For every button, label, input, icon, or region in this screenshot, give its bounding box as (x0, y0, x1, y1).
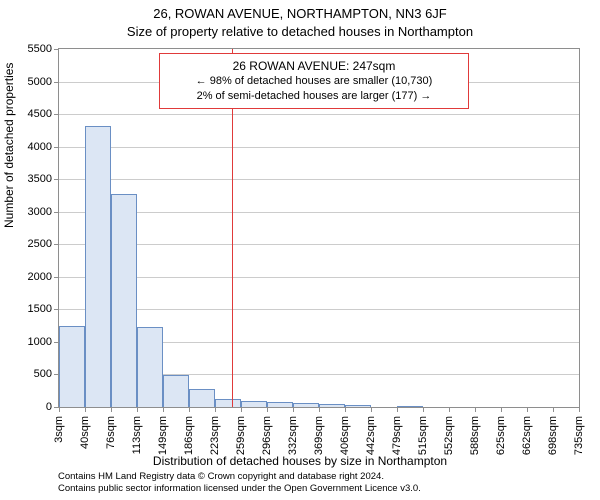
histogram-bar (189, 389, 215, 407)
y-tick-label: 2500 (8, 238, 52, 250)
x-tick-label: 259sqm (235, 416, 247, 455)
y-tick-label: 3000 (8, 206, 52, 218)
footer-line2: Contains public sector information licen… (58, 483, 421, 495)
histogram-bar (397, 406, 423, 407)
y-tick-label: 5500 (8, 43, 52, 55)
x-tick-label: 552sqm (443, 416, 455, 455)
plot-area: 26 ROWAN AVENUE: 247sqm ← 98% of detache… (58, 48, 580, 408)
chart-title-main: 26, ROWAN AVENUE, NORTHAMPTON, NN3 6JF (0, 6, 600, 21)
x-tick-label: 186sqm (183, 416, 195, 455)
x-tick-label: 3sqm (53, 416, 65, 443)
y-tick-label: 1000 (8, 336, 52, 348)
histogram-bar (59, 326, 85, 407)
footer-line1: Contains HM Land Registry data © Crown c… (58, 471, 421, 483)
x-tick-label: 588sqm (469, 416, 481, 455)
x-tick-label: 223sqm (209, 416, 221, 455)
chart-title-sub: Size of property relative to detached ho… (0, 24, 600, 39)
histogram-bar (163, 375, 189, 407)
x-tick-label: 369sqm (313, 416, 325, 455)
histogram-bar (137, 327, 163, 407)
histogram-bar (215, 399, 241, 407)
x-tick-label: 296sqm (261, 416, 273, 455)
histogram-bar (111, 194, 137, 407)
footer-attribution: Contains HM Land Registry data © Crown c… (58, 471, 421, 495)
x-tick-label: 515sqm (417, 416, 429, 455)
y-tick-label: 1500 (8, 303, 52, 315)
x-tick-label: 149sqm (157, 416, 169, 455)
y-tick-label: 4500 (8, 108, 52, 120)
chart-container: { "titles": { "main": "26, ROWAN AVENUE,… (0, 0, 600, 500)
annotation-title: 26 ROWAN AVENUE: 247sqm (168, 58, 460, 74)
x-tick-label: 76sqm (105, 416, 117, 449)
x-tick-label: 735sqm (573, 416, 585, 455)
y-tick-label: 2000 (8, 271, 52, 283)
x-tick-label: 662sqm (521, 416, 533, 455)
annotation-line1: ← 98% of detached houses are smaller (10… (168, 74, 460, 89)
histogram-bar (345, 405, 371, 407)
y-tick-label: 0 (8, 401, 52, 413)
y-tick-label: 500 (8, 368, 52, 380)
x-tick-label: 113sqm (131, 416, 143, 454)
x-axis-label: Distribution of detached houses by size … (0, 454, 600, 468)
x-tick-label: 625sqm (495, 416, 507, 455)
x-tick-label: 40sqm (79, 416, 91, 449)
histogram-bar (85, 126, 111, 407)
x-tick-label: 332sqm (287, 416, 299, 455)
y-tick-label: 3500 (8, 173, 52, 185)
x-tick-label: 698sqm (547, 416, 559, 455)
histogram-bar (319, 404, 345, 407)
x-tick-label: 442sqm (365, 416, 377, 455)
annotation-line2: 2% of semi-detached houses are larger (1… (168, 89, 460, 104)
histogram-bar (241, 401, 267, 408)
y-tick-label: 5000 (8, 76, 52, 88)
x-tick-label: 479sqm (391, 416, 403, 455)
y-tick-label: 4000 (8, 141, 52, 153)
histogram-bar (267, 402, 293, 407)
histogram-bar (293, 403, 319, 407)
x-tick-label: 406sqm (339, 416, 351, 455)
annotation-box: 26 ROWAN AVENUE: 247sqm ← 98% of detache… (159, 53, 469, 109)
